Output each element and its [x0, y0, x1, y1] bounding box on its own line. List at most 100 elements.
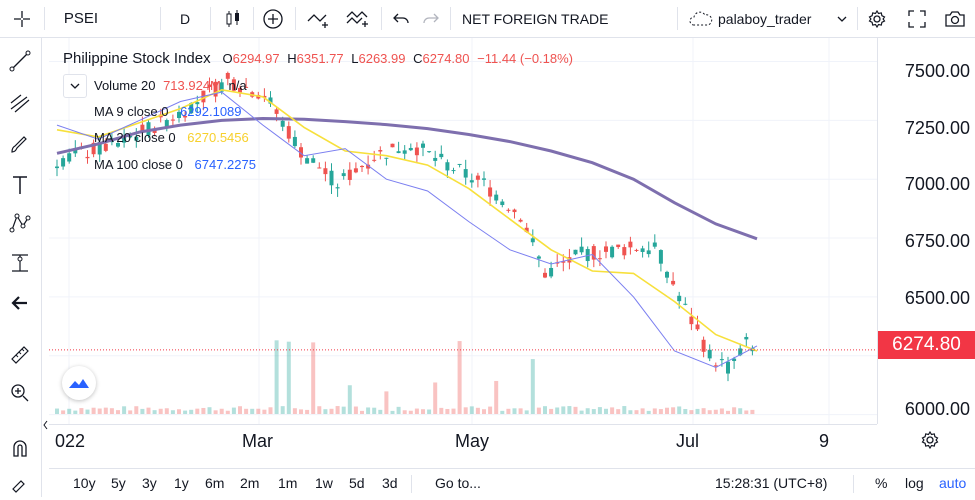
- prediction-icon[interactable]: [4, 248, 36, 278]
- volume-bar: [713, 409, 718, 414]
- fib-retracement-icon[interactable]: [4, 88, 36, 118]
- volume-bar: [549, 408, 554, 414]
- range-1m[interactable]: 1m: [278, 475, 298, 491]
- volume-bar: [475, 407, 480, 414]
- candle-body: [457, 163, 462, 165]
- range-5y[interactable]: 5y: [111, 475, 126, 491]
- candle-body: [299, 147, 303, 158]
- range-3y[interactable]: 3y: [142, 475, 157, 491]
- time-axis[interactable]: 022 Mar May Jul 9: [49, 424, 877, 459]
- brush-icon[interactable]: [4, 130, 36, 160]
- candle-body: [116, 142, 120, 147]
- price-axis[interactable]: 7500.00 7250.00 7000.00 6750.00 6500.00 …: [877, 38, 975, 424]
- candle-body: [262, 95, 267, 98]
- clock[interactable]: 15:28:31 (UTC+8): [715, 475, 828, 491]
- axis-settings-gear-icon[interactable]: [920, 430, 942, 452]
- log-toggle[interactable]: log: [905, 475, 924, 491]
- candle-body: [67, 153, 72, 162]
- candle-body: [55, 166, 59, 169]
- candle-body: [445, 162, 450, 171]
- templates-icon[interactable]: [340, 0, 376, 37]
- candle-body: [189, 103, 194, 114]
- layout-cloud-icon[interactable]: [686, 0, 716, 37]
- volume-bar: [347, 385, 352, 414]
- interval-button[interactable]: D: [179, 10, 191, 27]
- candle-body: [689, 316, 694, 325]
- chevron-down-icon[interactable]: [832, 0, 852, 37]
- range-6m[interactable]: 6m: [205, 475, 225, 491]
- ma9-line: [56, 91, 758, 369]
- candle-body: [85, 156, 90, 159]
- volume-bar: [695, 408, 700, 414]
- trend-line-icon[interactable]: [4, 46, 36, 76]
- volume-bar: [183, 410, 188, 414]
- volume-bar: [750, 409, 755, 414]
- zoom-in-icon[interactable]: [4, 378, 36, 408]
- tradingview-logo-icon[interactable]: [62, 366, 96, 400]
- auto-toggle[interactable]: auto: [939, 475, 967, 491]
- percent-toggle[interactable]: %: [875, 475, 888, 491]
- candle-body: [518, 219, 523, 222]
- chart-canvas[interactable]: [49, 38, 877, 424]
- indicator-ma9[interactable]: MA 9 close 0 6292.1089: [94, 104, 242, 119]
- candle-body: [244, 86, 249, 88]
- range-3d[interactable]: 3d: [382, 475, 398, 491]
- volume-bar: [543, 406, 547, 414]
- goto-button[interactable]: Go to...: [435, 475, 481, 491]
- symbol-search[interactable]: PSEI: [63, 10, 99, 27]
- range-10y[interactable]: 10y: [73, 475, 96, 491]
- candles-icon[interactable]: [218, 0, 248, 37]
- volume-bar: [152, 410, 157, 414]
- crosshair-menu-icon[interactable]: [8, 0, 36, 37]
- candle-body: [146, 122, 151, 136]
- candle-body: [482, 178, 486, 180]
- redo-icon[interactable]: [418, 0, 444, 37]
- collapse-toolbar-chevron-icon[interactable]: [42, 418, 49, 432]
- username[interactable]: palaboy_trader: [718, 10, 812, 27]
- add-compare-icon[interactable]: [258, 0, 288, 37]
- indicator-ma20[interactable]: MA 20 close 0 6270.5456: [94, 130, 249, 145]
- volume-bar: [628, 410, 633, 414]
- candle-body: [286, 126, 291, 139]
- indicators-icon[interactable]: [302, 0, 336, 37]
- candle-body: [744, 336, 749, 340]
- snapshot-camera-icon[interactable]: [940, 0, 970, 37]
- high-label: H: [287, 51, 297, 66]
- volume-bar: [402, 410, 407, 414]
- candle-body: [494, 194, 499, 201]
- candle-body: [439, 153, 444, 158]
- range-1w[interactable]: 1w: [315, 475, 333, 491]
- indicator-ma100[interactable]: MA 100 close 0 6747.2275: [94, 157, 256, 172]
- volume-bar: [719, 408, 724, 414]
- indicator-volume-value: 713.924M: [163, 78, 221, 93]
- volume-bar: [561, 406, 566, 414]
- volume-bar: [396, 406, 401, 414]
- candle-body: [652, 242, 657, 247]
- volume-bar: [219, 408, 224, 414]
- price-chart[interactable]: [49, 38, 877, 424]
- back-arrow-icon[interactable]: [4, 288, 36, 318]
- volume-bar: [597, 407, 602, 414]
- magnet-icon[interactable]: [4, 433, 36, 463]
- collapse-legend-icon[interactable]: [63, 74, 87, 98]
- pattern-icon[interactable]: [4, 208, 36, 238]
- volume-bar: [652, 408, 657, 414]
- ruler-icon[interactable]: [4, 340, 36, 370]
- range-1y[interactable]: 1y: [174, 475, 189, 491]
- text-tool-icon[interactable]: [4, 170, 36, 200]
- indicator-template-label[interactable]: NET FOREIGN TRADE: [462, 10, 609, 27]
- lock-drawings-icon[interactable]: [4, 470, 36, 500]
- candle-body: [683, 303, 688, 305]
- volume-bar: [494, 380, 499, 414]
- fullscreen-icon[interactable]: [902, 0, 932, 37]
- indicator-volume[interactable]: Volume 20 713.924M n/a: [94, 78, 247, 93]
- settings-gear-icon[interactable]: [862, 0, 892, 37]
- candle-body: [573, 249, 578, 255]
- candle-body: [634, 249, 639, 251]
- candle-body: [207, 84, 212, 87]
- range-5d[interactable]: 5d: [349, 475, 365, 491]
- undo-icon[interactable]: [388, 0, 414, 37]
- indicator-volume-label: Volume 20: [94, 78, 156, 93]
- range-2m[interactable]: 2m: [240, 475, 260, 491]
- candle-body: [536, 256, 541, 259]
